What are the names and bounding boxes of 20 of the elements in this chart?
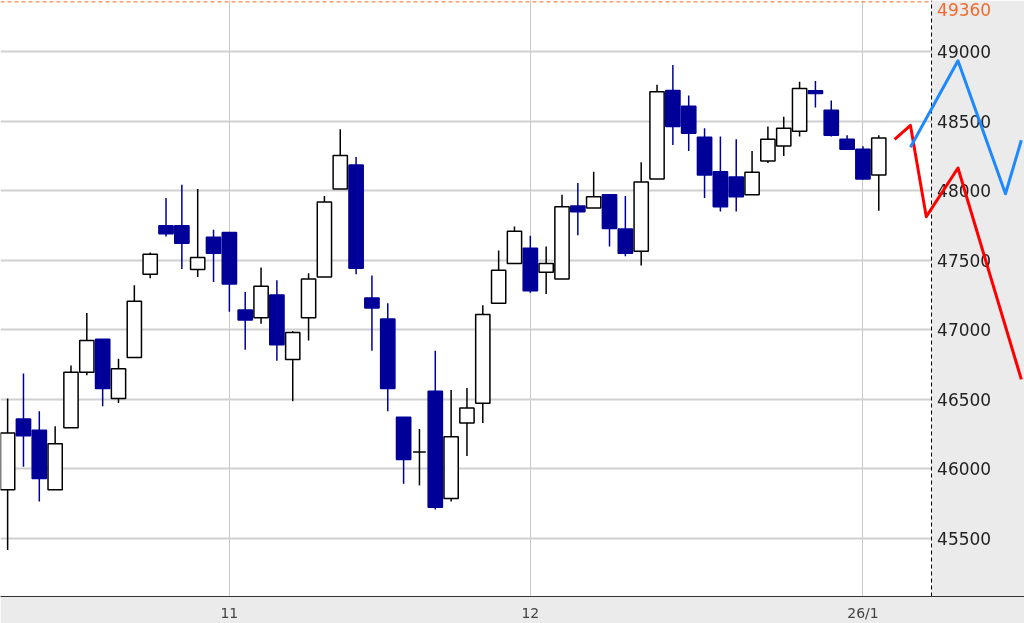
x-tick-label: 12 <box>521 604 540 621</box>
y-tick-label: 45500 <box>937 528 992 549</box>
y-tick-label: 46500 <box>937 389 992 410</box>
candlestick <box>585 171 602 209</box>
candlestick <box>142 251 159 279</box>
candlestick <box>189 188 206 278</box>
candlestick <box>744 150 760 196</box>
candlestick <box>807 80 824 109</box>
x-tick-label: 11 <box>220 604 239 621</box>
candlestick <box>459 387 475 457</box>
y-tick-label: 47000 <box>937 320 992 341</box>
line-series <box>908 59 1023 196</box>
candlestick <box>569 182 586 237</box>
candlestick <box>364 274 380 352</box>
x-tick-label: 26/1 <box>847 604 879 621</box>
candlestick <box>412 428 427 487</box>
y-tick-label: 46000 <box>937 459 992 480</box>
ref-line-label: 49360 <box>937 0 992 20</box>
y-tick-label: 49000 <box>937 42 992 63</box>
candlestick <box>237 291 254 351</box>
